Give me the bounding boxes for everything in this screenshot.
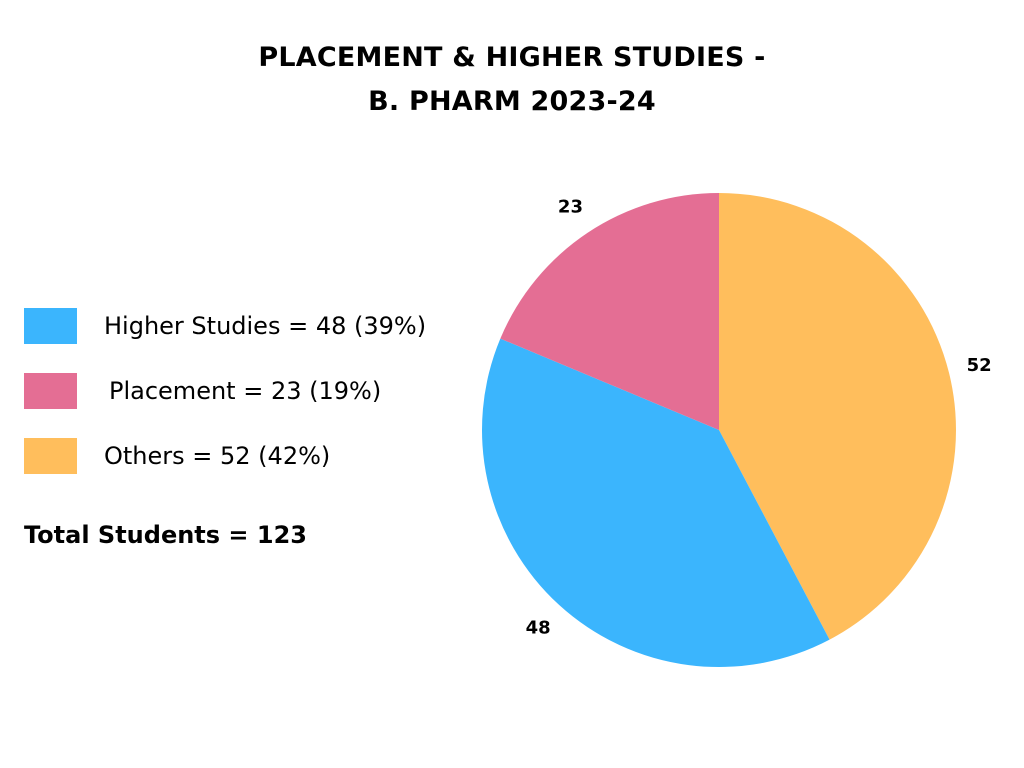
legend-label-others: Others = 52 (42%) bbox=[104, 442, 331, 470]
legend-swatch-others bbox=[24, 438, 77, 474]
pie-data-label-placement: 23 bbox=[558, 196, 583, 217]
pie-data-label-higher-studies: 48 bbox=[526, 617, 551, 638]
legend-swatch-higher-studies bbox=[24, 308, 77, 344]
legend-label-placement: Placement = 23 (19%) bbox=[109, 377, 382, 405]
chart-title-line-1: PLACEMENT & HIGHER STUDIES - bbox=[258, 42, 766, 73]
pie-data-label-others: 52 bbox=[967, 355, 992, 376]
chart-title: PLACEMENT & HIGHER STUDIES - B. PHARM 20… bbox=[0, 36, 1024, 124]
legend-swatch-placement bbox=[24, 373, 77, 409]
pie-slice-others bbox=[719, 193, 956, 640]
legend-label-higher-studies: Higher Studies = 48 (39%) bbox=[104, 312, 427, 340]
pie-slice-placement bbox=[500, 193, 719, 430]
total-students: Total Students = 123 bbox=[24, 521, 307, 549]
pie-slice-higher-studies bbox=[482, 338, 830, 667]
chart-title-line-2: B. PHARM 2023-24 bbox=[368, 86, 656, 117]
